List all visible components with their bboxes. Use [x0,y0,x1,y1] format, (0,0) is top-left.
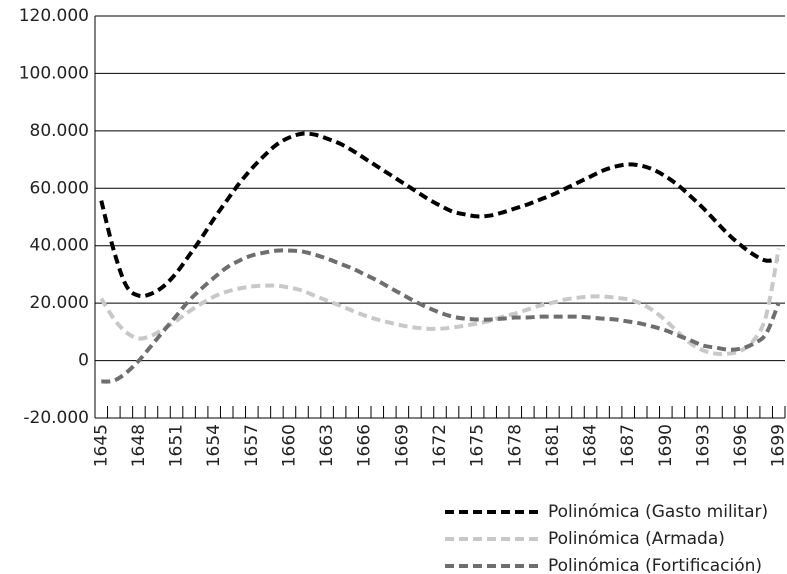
x-tick-label: 1696 [731,424,751,467]
series-line [99,131,780,299]
y-tick-label: 80.000 [30,121,89,141]
y-tick-label: 0 [78,351,89,371]
x-tick-label: 1669 [392,424,412,467]
x-tick-label: 1684 [581,424,601,467]
x-tick-label: 1654 [204,424,224,467]
x-tick-label: 1651 [167,424,187,467]
y-tick-label: 100.000 [19,63,89,83]
series-line [99,248,781,357]
x-tick-label: 1663 [317,424,337,467]
x-tick-label: 1693 [693,424,713,467]
y-tick-label: 40.000 [30,236,89,256]
legend-label: Polinómica (Fortificación) [548,556,762,574]
x-tick-label: 1687 [618,424,638,467]
x-tick-label: 1699 [769,424,787,467]
series-line [101,248,781,384]
x-tick-label: 1675 [468,424,488,467]
x-tick-label: 1666 [355,424,375,467]
x-tick-label: 1648 [129,424,149,467]
y-tick-label: -20.000 [23,408,89,428]
x-tick-label: 1645 [91,424,111,467]
y-tick-label: 20.000 [30,293,89,313]
x-tick-label: 1660 [279,424,299,467]
x-tick-label: 1690 [656,424,676,467]
legend-label: Polinómica (Gasto militar) [548,502,768,522]
x-tick-label: 1681 [543,424,563,467]
x-tick-label: 1678 [505,424,525,467]
y-tick-label: 120.000 [19,6,89,26]
x-tick-label: 1672 [430,424,450,467]
y-tick-label: 60.000 [30,178,89,198]
x-tick-label: 1657 [242,424,262,467]
legend-label: Polinómica (Armada) [548,529,725,549]
